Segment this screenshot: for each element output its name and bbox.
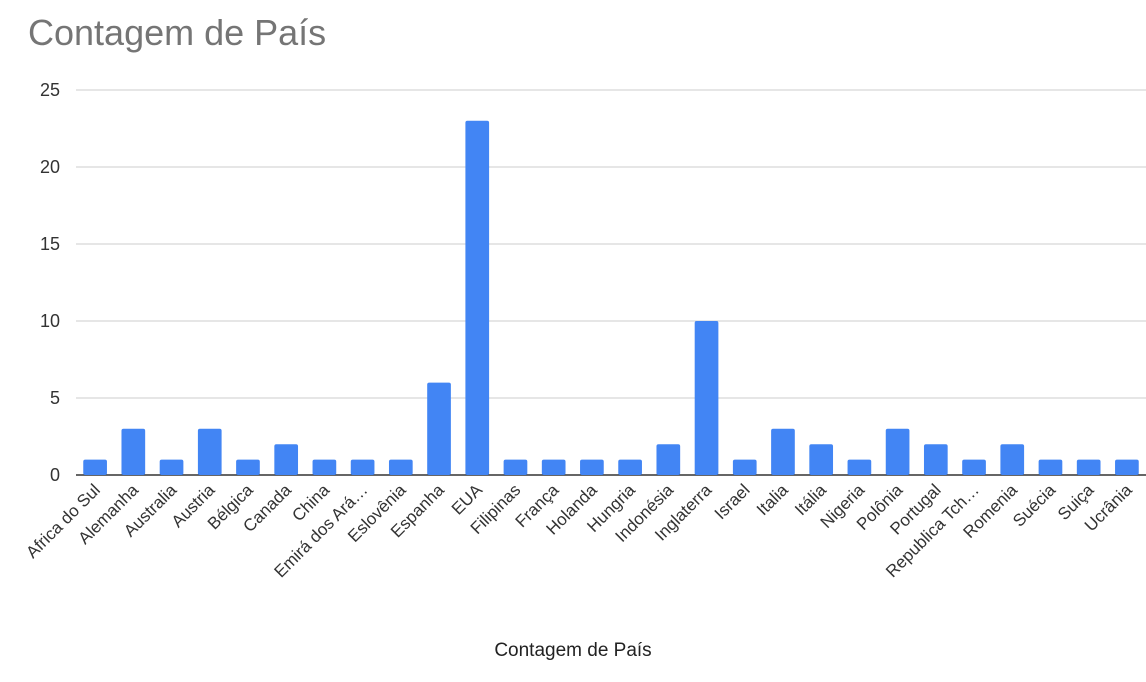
bar[interactable] xyxy=(542,460,566,475)
y-tick-label: 15 xyxy=(40,234,60,254)
bar[interactable] xyxy=(160,460,184,475)
bar[interactable] xyxy=(236,460,260,475)
bar[interactable] xyxy=(198,429,222,475)
y-tick-label: 25 xyxy=(40,80,60,100)
bar[interactable] xyxy=(83,460,107,475)
bar[interactable] xyxy=(580,460,604,475)
bar[interactable] xyxy=(924,444,948,475)
bar[interactable] xyxy=(274,444,298,475)
x-tick-label: Italia xyxy=(753,480,792,519)
bar[interactable] xyxy=(848,460,872,475)
gridlines xyxy=(76,90,1146,475)
bar[interactable] xyxy=(121,429,145,475)
bar[interactable] xyxy=(733,460,757,475)
bar[interactable] xyxy=(504,460,528,475)
bars xyxy=(83,121,1138,475)
bar[interactable] xyxy=(771,429,795,475)
x-tick-label: Israel xyxy=(711,480,754,523)
bar[interactable] xyxy=(886,429,910,475)
bar[interactable] xyxy=(962,460,986,475)
bar[interactable] xyxy=(1039,460,1063,475)
bar[interactable] xyxy=(389,460,413,475)
bar[interactable] xyxy=(313,460,337,475)
y-tick-label: 10 xyxy=(40,311,60,331)
x-axis-ticks: Africa do SulAlemanhaAustraliaAustriaBél… xyxy=(22,480,1136,581)
x-axis-title: Contagem de País xyxy=(0,640,1146,662)
bar[interactable] xyxy=(427,383,451,475)
y-tick-label: 5 xyxy=(50,388,60,408)
bar[interactable] xyxy=(1115,460,1139,475)
bar[interactable] xyxy=(465,121,489,475)
x-tick-label: Suécia xyxy=(1009,480,1060,531)
y-axis-ticks: 0 5 10 15 20 25 xyxy=(40,80,60,485)
bar[interactable] xyxy=(809,444,833,475)
y-tick-label: 0 xyxy=(50,465,60,485)
bar[interactable] xyxy=(656,444,680,475)
y-tick-label: 20 xyxy=(40,157,60,177)
bar[interactable] xyxy=(1000,444,1024,475)
bar[interactable] xyxy=(695,321,719,475)
bar[interactable] xyxy=(618,460,642,475)
bar[interactable] xyxy=(351,460,375,475)
bar[interactable] xyxy=(1077,460,1101,475)
